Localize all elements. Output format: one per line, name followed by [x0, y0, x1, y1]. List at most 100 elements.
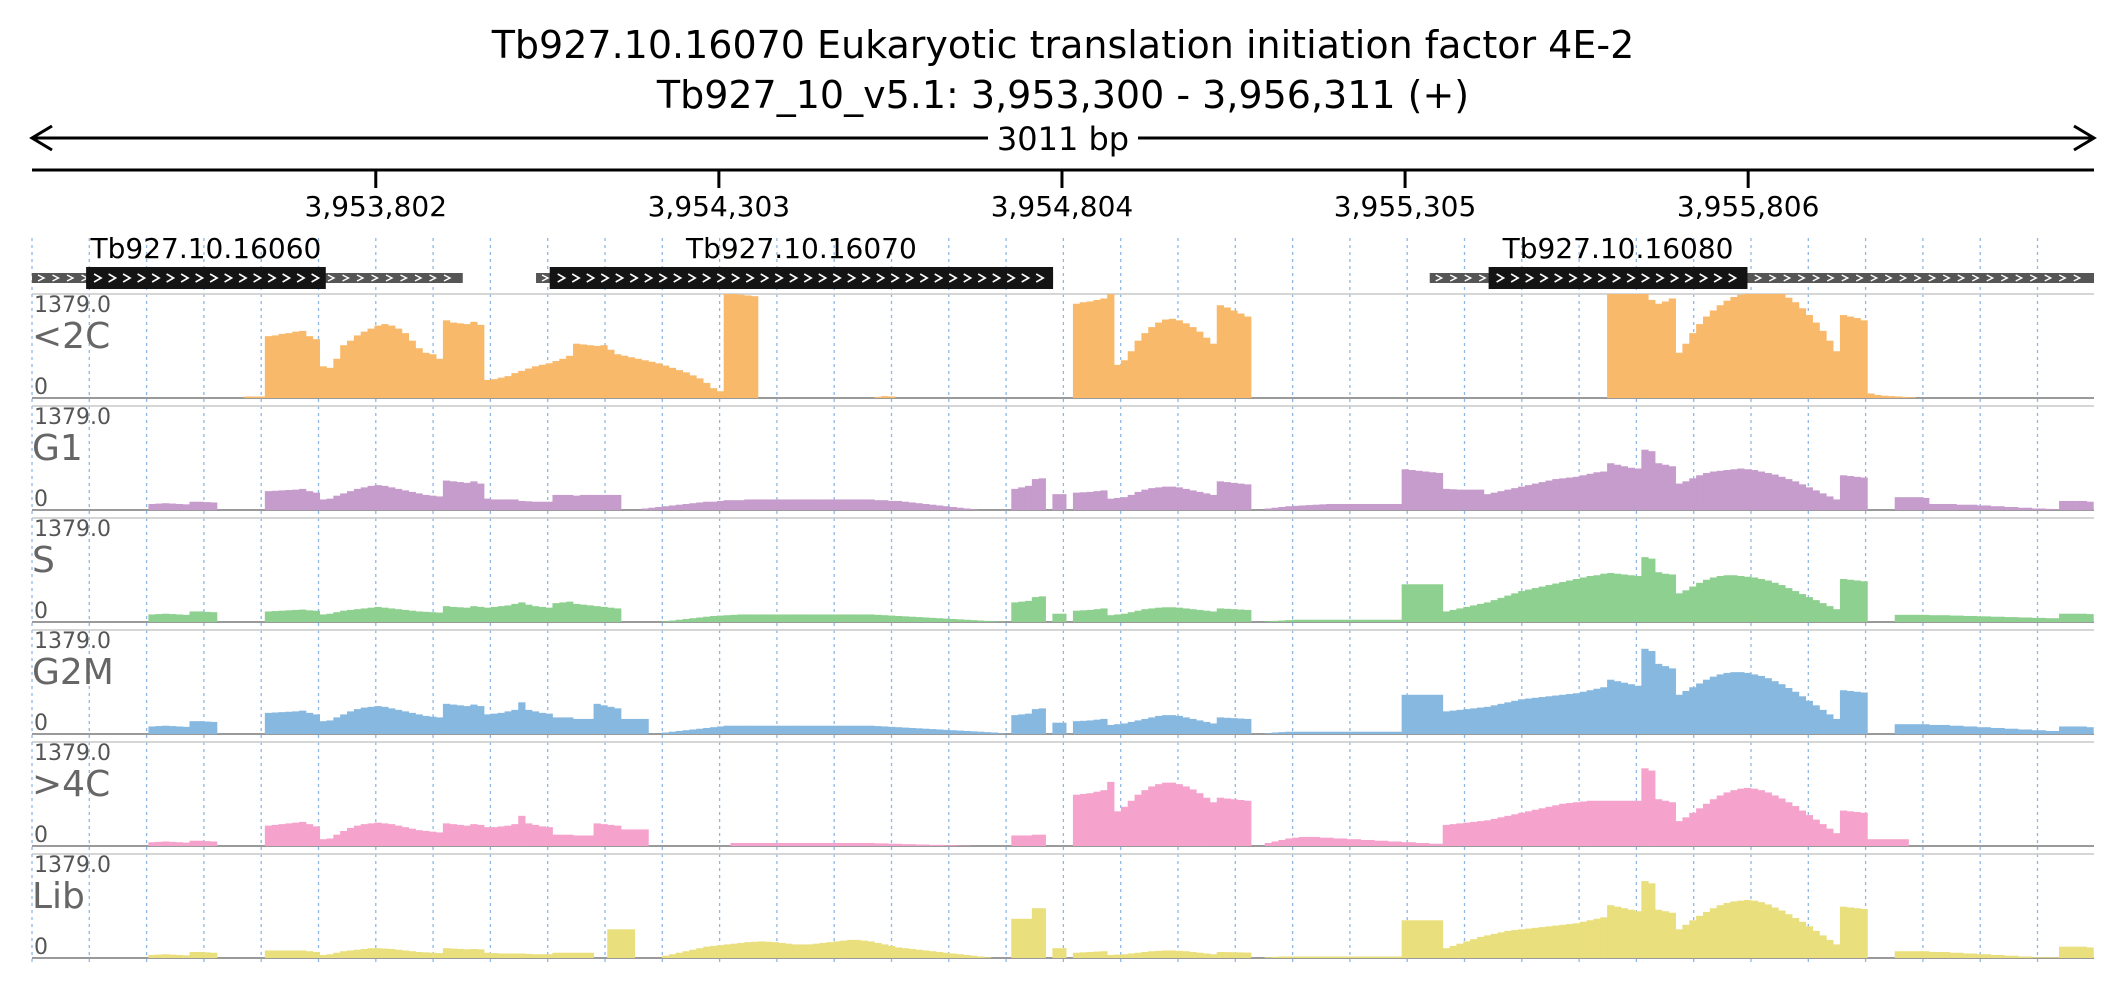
coverage-bar: [1785, 914, 1793, 958]
strand-arrow-icon: [818, 273, 828, 283]
strand-arrow-icon: [327, 274, 336, 282]
coverage-bar: [477, 606, 485, 622]
coverage-bar: [1216, 951, 1224, 958]
coverage-bar: [1915, 614, 1923, 622]
coverage-bar: [463, 482, 471, 510]
coverage-bar: [2004, 506, 2012, 510]
coverage-bar: [1648, 558, 1656, 622]
strand-arrow-icon: [1913, 274, 1922, 282]
coverage-bar: [2011, 617, 2019, 622]
coverage-bar: [737, 842, 745, 846]
coverage-bar: [1141, 333, 1149, 398]
coverage-bar: [1846, 811, 1855, 846]
strand-arrow-icon: [861, 273, 871, 283]
coverage-bar: [1723, 575, 1731, 622]
coverage-bar: [703, 382, 711, 398]
coverage-bar: [1244, 609, 1252, 622]
coverage-bar: [1497, 817, 1505, 846]
coverage-bar: [1333, 503, 1341, 510]
coverage-bar: [347, 340, 355, 398]
coverage-bar: [2024, 617, 2033, 622]
coverage-bar: [1278, 732, 1286, 734]
y-max-label: 1379.0: [34, 629, 111, 654]
coverage-bar: [1887, 839, 1896, 846]
coverage-bar: [312, 492, 321, 510]
coverage-bar: [1155, 950, 1163, 958]
coverage-bar: [1620, 466, 1629, 510]
coverage-bar: [607, 349, 615, 398]
coverage-bar: [1976, 727, 1985, 734]
coverage-bar: [990, 621, 998, 622]
coverage-bar: [1415, 920, 1423, 958]
coverage-bar: [1298, 731, 1307, 734]
coverage-bar: [1935, 615, 1944, 622]
coverage-bar: [353, 949, 362, 958]
coverage-bar: [1059, 948, 1067, 958]
coverage-bar: [1538, 586, 1546, 622]
coverage-bar: [1613, 294, 1622, 398]
coverage-bar: [737, 294, 745, 398]
y-min-label: 0: [34, 599, 48, 624]
coverage-bar: [1559, 803, 1567, 846]
coverage-bar: [1709, 577, 1718, 622]
coverage-bar: [1655, 663, 1663, 734]
coverage-bar: [1161, 950, 1170, 958]
coverage-bar: [1305, 505, 1314, 510]
coverage-bar: [2059, 613, 2067, 622]
coverage-bar: [1620, 800, 1629, 846]
coverage-bar: [1696, 475, 1704, 510]
coverage-bar: [525, 604, 533, 622]
coverage-bar: [593, 823, 601, 846]
coverage-bar: [1148, 327, 1156, 398]
coverage-bar: [1072, 610, 1081, 622]
coverage-bar: [1244, 718, 1252, 734]
coverage-bar: [1408, 842, 1416, 846]
coverage-bar: [1791, 481, 1800, 510]
coverage-bar: [785, 842, 793, 846]
coverage-bar: [1661, 464, 1670, 510]
coverage-bar: [1490, 705, 1498, 734]
coverage-bar: [1901, 614, 1909, 622]
coverage-bar: [1716, 674, 1724, 734]
coverage-bar: [641, 718, 649, 734]
coverage-bar: [1566, 694, 1574, 734]
coverage-bar: [1778, 476, 1786, 510]
coverage-bar: [1230, 310, 1238, 398]
coverage-bar: [1668, 802, 1676, 846]
coverage-bar: [257, 396, 266, 398]
strand-arrow-icon: [267, 273, 277, 283]
coverage-bar: [442, 948, 451, 958]
coverage-bar: [1381, 503, 1389, 510]
coverage-bar: [1367, 619, 1375, 622]
coverage-bar: [2059, 946, 2067, 958]
coverage-bar: [292, 331, 300, 398]
coverage-bar: [1620, 682, 1629, 734]
coverage-bar: [874, 396, 882, 398]
coverage-bar: [1230, 718, 1238, 734]
coverage-bar: [1531, 927, 1540, 958]
coverage-bar: [1072, 952, 1081, 958]
coverage-bar: [586, 345, 594, 398]
coverage-bar: [1456, 943, 1464, 958]
coverage-bar: [1264, 733, 1272, 734]
coverage-bar: [1812, 819, 1820, 846]
coverage-bar: [1120, 954, 1129, 958]
coverage-bar: [1422, 471, 1430, 510]
coverage-bar: [2086, 501, 2094, 510]
coverage-bar: [1757, 294, 1766, 398]
coverage-bar: [1292, 837, 1300, 846]
coverage-bar: [888, 945, 896, 958]
coverage-bar: [2072, 613, 2081, 622]
coverage-bar: [1572, 476, 1581, 510]
coverage-bar: [1038, 596, 1046, 622]
coverage-bar: [1134, 610, 1142, 622]
coverage-bar: [668, 505, 677, 510]
coverage-bar: [1853, 691, 1861, 734]
coverage-bar: [1696, 683, 1704, 734]
coverage-bar: [1442, 711, 1450, 734]
coverage-bar: [751, 614, 759, 622]
coverage-bar: [1470, 605, 1478, 622]
coverage-bar: [826, 499, 834, 510]
coverage-bar: [689, 375, 697, 398]
coverage-bar: [1011, 835, 1019, 846]
